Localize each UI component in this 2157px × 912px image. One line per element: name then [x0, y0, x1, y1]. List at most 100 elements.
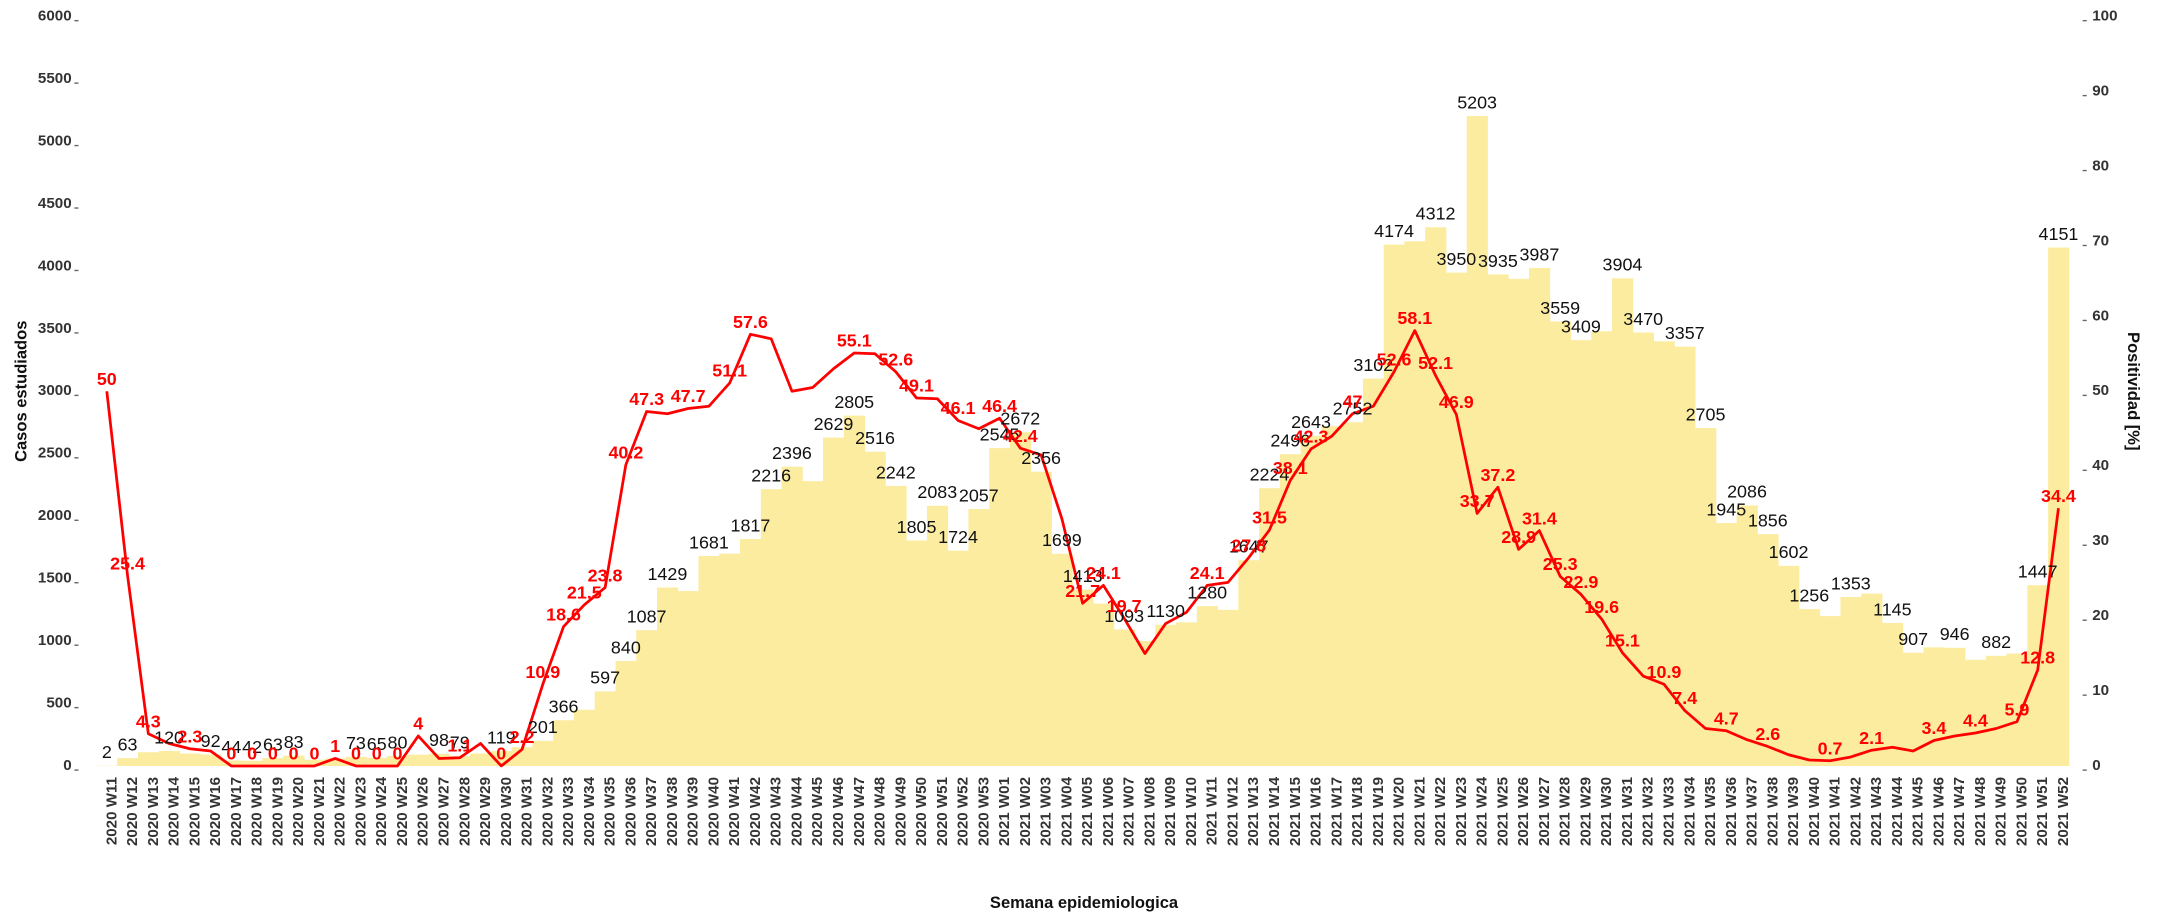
y2-tick-label: 60 — [2092, 307, 2109, 324]
x-tick-label: 2021 W04 — [1058, 776, 1075, 846]
x-tick-label: 2021 W13 — [1245, 777, 1262, 846]
line-value-label: 46.9 — [1439, 392, 1474, 412]
bar-value-label: 2216 — [751, 466, 791, 486]
x-tick-label: 2020 W35 — [602, 777, 619, 846]
line-value-label: 1.1 — [447, 735, 472, 755]
x-tick-label: 2021 W14 — [1266, 776, 1283, 846]
x-tick-label: 2020 W46 — [830, 777, 847, 846]
x-tick-label: 2020 W39 — [685, 777, 702, 846]
x-tick-label: 2021 W19 — [1370, 777, 1387, 846]
bar-value-label: 1945 — [1706, 499, 1746, 519]
line-value-label: 42.3 — [1294, 427, 1329, 447]
x-tick-label: 2020 W44 — [788, 776, 805, 846]
bar — [1570, 340, 1592, 766]
x-tick-label: 2020 W25 — [394, 777, 411, 846]
bar — [1529, 267, 1551, 766]
x-tick-label: 2020 W53 — [975, 777, 992, 846]
bar — [137, 752, 160, 766]
bar — [906, 540, 928, 766]
line-value-label: 50 — [97, 369, 117, 389]
bar — [615, 661, 637, 766]
bar-value-label: 882 — [1981, 632, 2011, 652]
bar-value-label: 98 — [429, 730, 449, 750]
bar-value-label: 1429 — [647, 564, 687, 584]
y2-tick-label: 40 — [2092, 457, 2109, 474]
bar — [1113, 629, 1135, 766]
x-tick-label: 2020 W48 — [872, 777, 889, 846]
bar-value-label: 907 — [1898, 629, 1928, 649]
line-value-label: 2.3 — [177, 726, 202, 746]
bar-value-label: 44 — [221, 737, 241, 757]
bar-value-label: 597 — [590, 668, 620, 688]
bar — [1944, 647, 1966, 766]
bar — [781, 466, 803, 766]
bar-value-label: 946 — [1940, 624, 1970, 644]
line-value-label: 46.4 — [982, 396, 1017, 416]
bar-value-label: 83 — [284, 732, 304, 752]
x-tick-label: 2020 W50 — [913, 777, 930, 846]
bar — [864, 451, 886, 766]
bar — [1072, 589, 1094, 766]
x-tick-label: 2021 W12 — [1224, 777, 1241, 846]
y-tick-label: 1500 — [38, 570, 72, 587]
bar — [989, 448, 1011, 766]
bar-value-label: 2705 — [1686, 404, 1726, 424]
y2-tick-label: 80 — [2092, 157, 2109, 174]
x-tick-label: 2020 W12 — [124, 777, 141, 846]
line-value-label: 0 — [496, 744, 506, 764]
bar-value-label: 2083 — [917, 482, 957, 502]
bar — [324, 758, 346, 766]
bar — [1674, 346, 1696, 766]
y2-axis-title: Positividad [%] — [2124, 332, 2143, 450]
bar-value-label: 3559 — [1540, 298, 1580, 318]
x-tick-label: 2020 W13 — [145, 777, 162, 846]
line-value-label: 0 — [351, 744, 361, 764]
x-tick-label: 2021 W50 — [2013, 777, 2030, 846]
x-tick-label: 2021 W34 — [1681, 776, 1698, 846]
y2-tick-label: 70 — [2092, 232, 2109, 249]
line-value-label: 0 — [309, 744, 319, 764]
y-tick-label: 1000 — [38, 632, 72, 649]
line-value-label: 0 — [226, 744, 236, 764]
bar-value-label: 1447 — [2018, 562, 2058, 582]
x-tick-label: 2021 W15 — [1287, 777, 1304, 846]
x-tick-label: 2021 W01 — [996, 777, 1013, 846]
x-tick-label: 2020 W47 — [851, 777, 868, 846]
line-value-label: 0 — [392, 744, 402, 764]
bar — [1466, 116, 1488, 766]
x-tick-label: 2021 W41 — [1827, 777, 1844, 846]
bar — [1736, 505, 1758, 766]
bar-value-label: 366 — [549, 697, 579, 717]
line-value-label: 23.8 — [588, 565, 623, 585]
line-value-label: 31.4 — [1522, 508, 1557, 528]
bar-value-label: 3950 — [1436, 249, 1476, 269]
x-tick-label: 2021 W29 — [1577, 777, 1594, 846]
bar — [1155, 624, 1177, 766]
line-value-label: 40.2 — [608, 442, 643, 462]
bar — [1321, 426, 1343, 766]
bar — [594, 691, 616, 766]
bar — [200, 754, 222, 766]
y-axis-title: Casos estudiados — [11, 321, 30, 462]
line-value-label: 15.1 — [1605, 631, 1640, 651]
bar — [885, 485, 907, 766]
line-value-label: 19.6 — [1584, 597, 1619, 617]
line-value-label: 5.9 — [2005, 699, 2030, 719]
bar — [1404, 241, 1426, 766]
x-tick-label: 2021 W26 — [1515, 777, 1532, 846]
bar-value-label: 2086 — [1727, 482, 1767, 502]
bar — [158, 750, 180, 766]
x-tick-label: 2020 W33 — [560, 777, 577, 846]
line-value-label: 33.7 — [1460, 491, 1495, 511]
bar — [179, 753, 201, 766]
bar — [407, 754, 430, 766]
line-value-label: 25.3 — [1543, 554, 1578, 574]
bar — [1259, 488, 1281, 766]
line-value-label: 0 — [372, 744, 382, 764]
x-tick-label: 2021 W38 — [1764, 777, 1781, 846]
line — [105, 329, 2060, 768]
bar — [387, 755, 409, 766]
line-value-label: 3.4 — [1921, 718, 1946, 738]
x-tick-label: 2021 W25 — [1494, 777, 1511, 846]
